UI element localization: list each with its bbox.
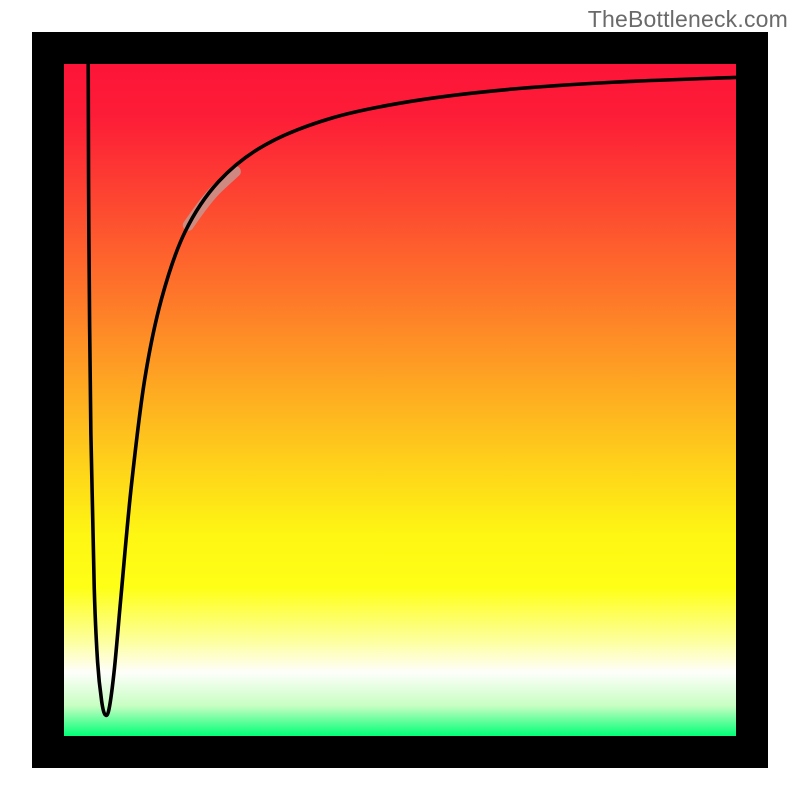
plot-background-gradient [64,64,736,736]
figure-frame: TheBottleneck.com [0,0,800,800]
watermark-text: TheBottleneck.com [588,6,788,33]
bottleneck-chart [0,0,800,800]
